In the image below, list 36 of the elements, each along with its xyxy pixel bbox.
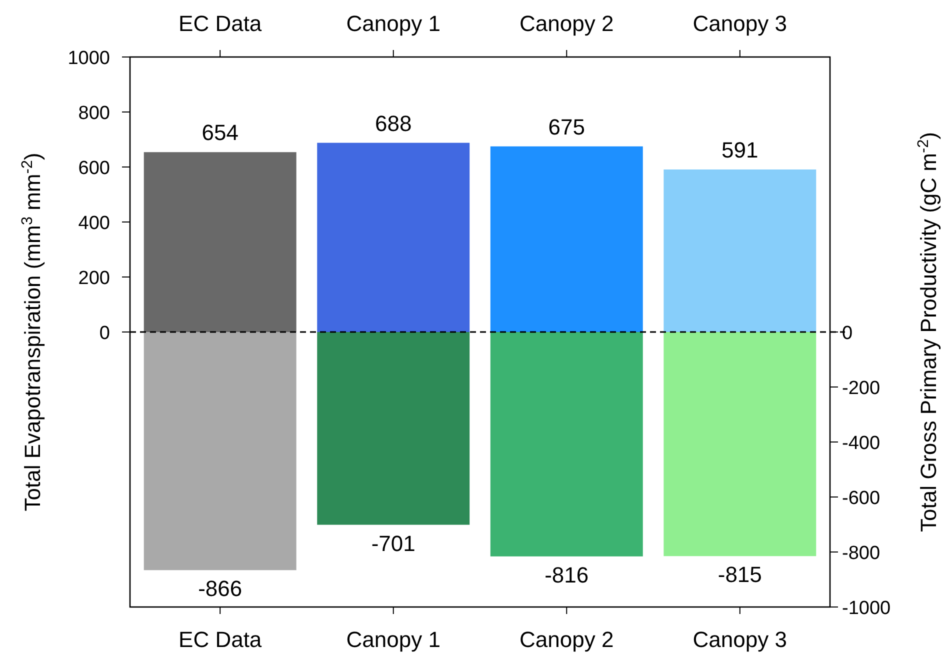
data-label: -815 [718, 562, 762, 588]
x-tick-label: Canopy 1 [346, 627, 440, 652]
y2-tick-label: -800 [842, 543, 880, 564]
y2-tick-label: -200 [842, 378, 880, 399]
y2-tick-label: -400 [842, 433, 880, 454]
y-tick-label: 200 [78, 268, 110, 289]
category-label: EC Data [178, 11, 262, 36]
data-label: 654 [202, 120, 238, 146]
data-label: 675 [548, 114, 585, 140]
category-label: Canopy 3 [692, 11, 787, 36]
y-tick-label: 800 [78, 103, 110, 124]
y2-tick-label: 0 [842, 323, 853, 344]
x-tick-label: Canopy 3 [692, 627, 787, 652]
bar [664, 169, 816, 332]
bar [144, 332, 296, 570]
x-tick-label: EC Data [178, 627, 262, 652]
category-label: Canopy 1 [346, 11, 440, 36]
y-tick-label: 0 [99, 323, 110, 344]
data-label: -866 [198, 576, 242, 602]
data-label: -701 [371, 530, 416, 556]
bar [490, 332, 643, 556]
bar [664, 332, 816, 556]
bar [490, 146, 643, 332]
y-tick-label: 1000 [68, 48, 110, 69]
data-label: -816 [544, 562, 589, 588]
data-label: 591 [722, 137, 758, 162]
y-tick-label: 600 [78, 158, 110, 179]
bar [144, 152, 296, 332]
y2-tick-label: -600 [842, 488, 880, 509]
x-tick-label: Canopy 2 [520, 627, 614, 652]
bar [317, 332, 470, 525]
category-label: Canopy 2 [520, 11, 614, 36]
y-tick-label: 400 [78, 213, 110, 234]
data-label: 688 [375, 110, 412, 136]
y2-tick-label: -1000 [842, 598, 891, 619]
bar [317, 142, 470, 332]
